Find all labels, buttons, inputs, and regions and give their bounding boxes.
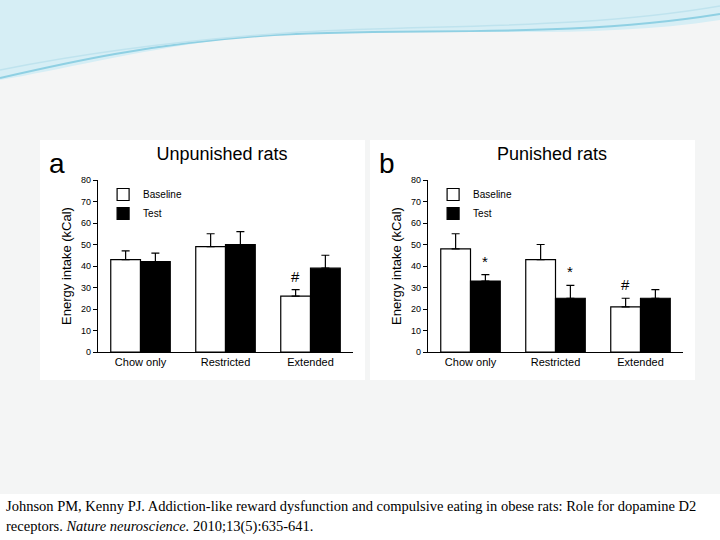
svg-text:0: 0 — [86, 347, 91, 357]
svg-text:b: b — [379, 148, 395, 179]
svg-text:Chow only: Chow only — [115, 356, 167, 368]
svg-text:*: * — [567, 263, 573, 280]
html-text:Johnson PM, Kenny PJ. Addictio: Johnson PM, Kenny PJ. Addiction-like rew… — [6, 498, 697, 534]
svg-text:30: 30 — [81, 283, 91, 293]
svg-text:Punished rats: Punished rats — [497, 144, 607, 164]
svg-text:20: 20 — [411, 304, 421, 314]
svg-text:#: # — [291, 268, 300, 285]
svg-text:0: 0 — [416, 347, 421, 357]
svg-text:60: 60 — [81, 218, 91, 228]
svg-text:a: a — [49, 148, 65, 179]
svg-text:40: 40 — [411, 261, 421, 271]
svg-text:#: # — [621, 276, 630, 293]
svg-text:Baseline: Baseline — [473, 189, 512, 200]
svg-text:20: 20 — [81, 304, 91, 314]
svg-text:Baseline: Baseline — [143, 189, 182, 200]
svg-text:30: 30 — [411, 283, 421, 293]
svg-text:Restricted: Restricted — [201, 356, 251, 368]
svg-text:60: 60 — [411, 218, 421, 228]
svg-text:Extended: Extended — [287, 356, 333, 368]
svg-text:50: 50 — [411, 240, 421, 250]
svg-text:80: 80 — [411, 175, 421, 185]
svg-text:Unpunished rats: Unpunished rats — [156, 144, 287, 164]
svg-text:50: 50 — [81, 240, 91, 250]
svg-text:Test: Test — [143, 208, 162, 219]
svg-text:80: 80 — [81, 175, 91, 185]
svg-text:Test: Test — [473, 208, 492, 219]
svg-text:40: 40 — [81, 261, 91, 271]
svg-text:Chow only: Chow only — [445, 356, 497, 368]
svg-text:Energy intake (kCal): Energy intake (kCal) — [389, 207, 404, 325]
svg-text:*: * — [482, 253, 488, 270]
svg-text:Extended: Extended — [617, 356, 663, 368]
svg-text:70: 70 — [81, 197, 91, 207]
svg-text:Restricted: Restricted — [531, 356, 581, 368]
svg-text:10: 10 — [411, 326, 421, 336]
svg-text:70: 70 — [411, 197, 421, 207]
svg-text:Energy intake (kCal): Energy intake (kCal) — [59, 207, 74, 325]
svg-text:10: 10 — [81, 326, 91, 336]
